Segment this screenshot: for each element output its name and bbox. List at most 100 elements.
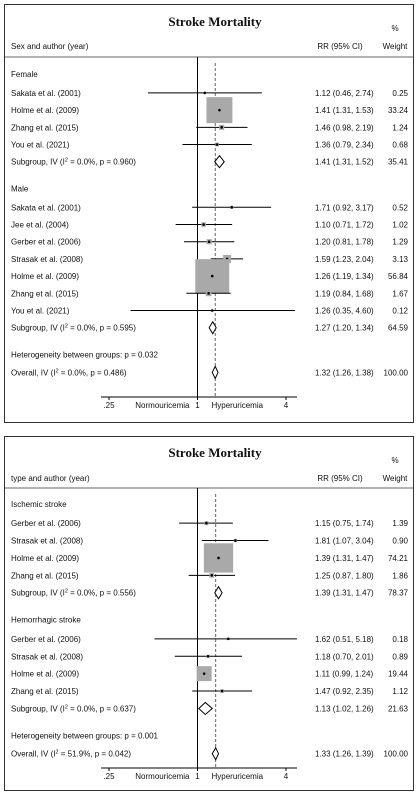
subtotal-weight-text: 35.41: [388, 158, 409, 167]
heterogeneity-label: Heterogeneity between groups: p = 0.032: [11, 350, 159, 359]
study-label: Strasak et al. (2008): [11, 537, 83, 546]
overall-label: Overall, IV (I2 = 0.0%, p = 0.486): [11, 368, 127, 377]
header-rr-label: RR (95% CI): [317, 42, 363, 51]
study-label: Jee et al. (2004): [11, 221, 69, 230]
study-weight-text: 19.44: [388, 670, 409, 679]
overall-diamond: [211, 746, 220, 761]
study-label: Gerber et al. (2006): [11, 238, 81, 247]
study-label: Zhang et al. (2015): [11, 687, 79, 696]
study-weight-text: 1.29: [392, 238, 408, 247]
forest-plot-sex-svg: Stroke Mortality % Sex and author (year) RR…: [5, 14, 413, 410]
point-estimate: [205, 521, 208, 525]
point-estimate: [202, 672, 206, 675]
group-label: Hemorrhagic stroke: [11, 616, 81, 625]
chart-title: Stroke Mortality: [168, 445, 262, 460]
x-tick-label: 1: [195, 772, 200, 781]
overall-weight-text: 100.00: [384, 750, 409, 759]
subtotal-label: Subgroup, IV (I2 = 0.0%, p = 0.960): [11, 158, 136, 167]
subtotal-rr-text: 1.13 (1.02, 1.26): [315, 704, 374, 713]
study-rr-text: 1.12 (0.46, 2.74): [315, 89, 374, 98]
study-weight-text: 33.24: [388, 106, 409, 115]
group-label: Female: [11, 70, 38, 79]
point-estimate: [207, 292, 210, 295]
study-label: Holme et al. (2009): [11, 670, 79, 679]
subtotal-rr-text: 1.41 (1.31, 1.52): [315, 158, 374, 167]
header-study-label: Sex and author (year): [11, 42, 89, 51]
study-rr-text: 1.26 (0.35, 4.60): [315, 307, 374, 316]
overall-diamond: [211, 365, 219, 380]
study-label: Strasak et al. (2008): [11, 255, 83, 264]
forest-plot-type: Stroke Mortality% type and author (year) R…: [4, 436, 414, 791]
point-estimate: [215, 143, 219, 146]
study-label: Gerber et al. (2006): [11, 519, 81, 528]
subtotal-weight-text: 64.59: [388, 324, 409, 333]
study-rr-text: 1.19 (0.84, 1.68): [315, 289, 374, 298]
chart-title: Stroke Mortality: [168, 14, 262, 29]
study-label: Zhang et al. (2015): [11, 123, 79, 132]
x-tick-label: 4: [284, 401, 289, 410]
study-weight-text: 0.52: [392, 203, 408, 212]
study-label: You et al. (2021): [11, 141, 70, 150]
study-rr-text: 1.20 (0.81, 1.78): [315, 238, 374, 247]
subtotal-diamond: [214, 585, 223, 600]
subtotal-label: Subgroup, IV (I2 = 0.0%, p = 0.637): [11, 704, 136, 713]
study-label: Gerber et al. (2006): [11, 635, 81, 644]
study-rr-text: 1.26 (1.19, 1.34): [315, 272, 374, 281]
overall-label: Overall, IV (I2 = 51.9%, p = 0.042): [11, 750, 131, 759]
header-rr-label: RR (95% CI): [317, 474, 363, 483]
header-study-label: type and author (year): [11, 474, 90, 483]
study-rr-text: 1.39 (1.31, 1.47): [315, 554, 374, 563]
study-rr-text: 1.15 (0.75, 1.74): [315, 519, 374, 528]
study-weight-text: 1.12: [392, 687, 408, 696]
study-weight-text: 56.84: [388, 272, 409, 281]
study-label: You et al. (2021): [11, 307, 70, 316]
subtotal-weight-text: 78.37: [388, 589, 409, 598]
study-weight-text: 0.12: [392, 307, 408, 316]
subtotal-diamond: [208, 320, 217, 335]
study-label: Holme et al. (2009): [11, 106, 79, 115]
study-weight-text: 1.24: [392, 123, 408, 132]
subtotal-weight-text: 21.63: [388, 704, 409, 713]
header-weight-label: Weight: [383, 42, 409, 51]
heterogeneity-label: Heterogeneity between groups: p = 0.001: [11, 731, 159, 740]
study-weight-text: 74.21: [388, 554, 409, 563]
x-label-right: Hyperuricemia: [212, 772, 264, 781]
study-rr-text: 1.59 (1.23, 2.04): [315, 255, 374, 264]
subtotal-rr-text: 1.27 (1.20, 1.34): [315, 324, 374, 333]
subtotal-label: Subgroup, IV (I2 = 0.0%, p = 0.595): [11, 324, 136, 333]
point-estimate: [210, 309, 214, 312]
x-tick-label: .25: [103, 772, 115, 781]
point-estimate: [220, 126, 223, 129]
study-label: Holme et al. (2009): [11, 272, 79, 281]
point-estimate: [202, 223, 205, 226]
study-rr-text: 1.62 (0.51, 5.18): [315, 635, 374, 644]
study-label: Sakata et al. (2001): [11, 89, 81, 98]
study-label: Strasak et al. (2008): [11, 652, 83, 661]
study-rr-text: 1.47 (0.92, 2.35): [315, 687, 374, 696]
forest-plot-sex: Stroke Mortality% Sex and author (year) RR…: [4, 4, 414, 423]
subtotal-diamond: [198, 701, 214, 716]
study-rr-text: 1.46 (0.98, 2.19): [315, 123, 374, 132]
study-weight-text: 3.13: [392, 255, 408, 264]
point-estimate: [234, 539, 237, 542]
study-rr-text: 1.71 (0.92, 3.17): [315, 203, 374, 212]
study-rr-text: 1.10 (0.71, 1.72): [315, 221, 374, 230]
subtotal-diamond: [214, 154, 225, 169]
subtotal-rr-text: 1.39 (1.31, 1.47): [315, 589, 374, 598]
weight-percent-symbol: %: [391, 24, 398, 33]
point-estimate: [217, 556, 220, 560]
x-label-left: Normouricemia: [135, 772, 190, 781]
study-weight-text: 1.02: [392, 221, 408, 230]
study-rr-text: 1.41 (1.31, 1.53): [315, 106, 374, 115]
group-label: Ischemic stroke: [11, 500, 67, 509]
point-estimate: [218, 108, 221, 112]
study-label: Sakata et al. (2001): [11, 203, 81, 212]
point-estimate: [230, 206, 234, 209]
study-rr-text: 1.25 (0.87, 1.80): [315, 571, 374, 580]
study-rr-text: 1.81 (1.07, 3.04): [315, 537, 374, 546]
header-weight-label: Weight: [383, 474, 409, 483]
forest-plot-type-svg: Stroke Mortality% type and author (year) R…: [5, 445, 413, 781]
study-weight-text: 1.67: [392, 289, 408, 298]
point-estimate: [207, 240, 211, 243]
study-rr-text: 1.18 (0.70, 2.01): [315, 652, 374, 661]
